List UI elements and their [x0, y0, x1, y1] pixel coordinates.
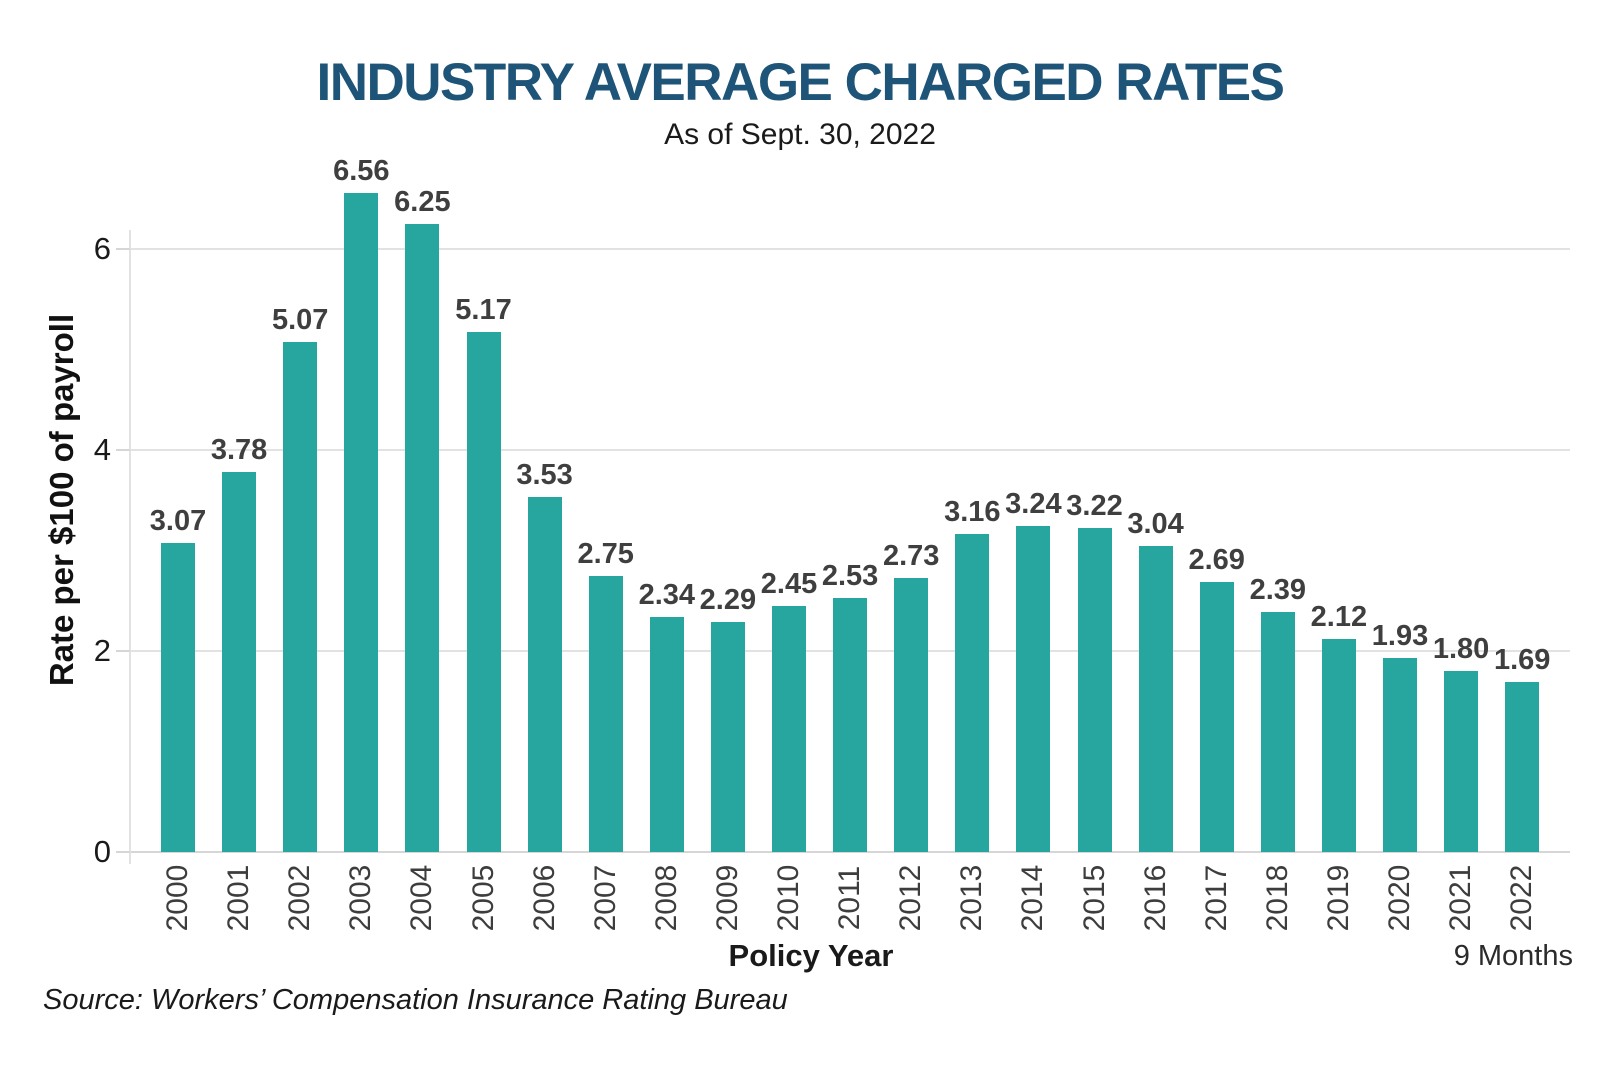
bar-2019 [1321, 638, 1356, 852]
x-tick-label-2008: 2008 [649, 864, 683, 932]
bar-2015 [1077, 528, 1112, 852]
x-tick-label-2020: 2020 [1383, 864, 1416, 932]
bar-value-label-2015: 3.22 [1066, 490, 1123, 523]
x-axis-title: Policy Year [728, 938, 894, 973]
x-tick-label-2019: 2019 [1321, 864, 1355, 932]
bar-value-label-2021: 1.80 [1432, 633, 1490, 666]
y-tick-4 [116, 449, 130, 451]
bar-2010 [772, 605, 806, 852]
x-tick-label-2002: 2002 [283, 864, 317, 932]
bar-value-label-2004: 6.25 [394, 185, 451, 218]
bar-value-label-2009: 2.29 [699, 583, 757, 616]
bar-value-label-2006: 3.53 [516, 459, 573, 492]
bar-value-label-2012: 2.73 [882, 539, 940, 572]
bar-value-label-2013: 3.16 [944, 496, 1001, 529]
bar-value-label-2001: 3.78 [210, 434, 268, 467]
y-tick-label-2: 2 [93, 633, 111, 668]
bar-value-label-2008: 2.34 [638, 578, 696, 611]
bar-2017 [1199, 581, 1234, 852]
y-tick-label-6: 6 [93, 231, 111, 266]
x-axis-line [131, 851, 1570, 853]
chart-title: INDUSTRY AVERAGE CHARGED RATES [316, 53, 1286, 112]
bar-2000 [161, 543, 195, 852]
bar-value-label-2003: 6.56 [333, 154, 390, 187]
x-tick-label-2010: 2010 [772, 864, 805, 932]
bar-value-label-2011: 2.53 [821, 559, 879, 592]
x-tick-label-2007: 2007 [588, 864, 622, 932]
bar-2004 [405, 223, 440, 852]
x-tick-label-2001: 2001 [222, 864, 256, 932]
x-tick-label-2018: 2018 [1260, 864, 1294, 932]
chart-subtitle: As of Sept. 30, 2022 [664, 118, 936, 151]
bar-2001 [222, 472, 257, 852]
x-tick-label-2022: 2022 [1505, 864, 1539, 932]
bar-2009 [710, 621, 745, 852]
x-tick-label-2015: 2015 [1077, 864, 1111, 932]
bar-2011 [833, 597, 868, 852]
bar-2021 [1444, 671, 1479, 852]
bar-value-label-2002: 5.07 [271, 304, 329, 337]
nine-months-annotation: 9 Months [1453, 940, 1573, 972]
gridline-6 [131, 248, 1570, 250]
bar-2022 [1505, 682, 1540, 852]
bar-value-label-2022: 1.69 [1493, 644, 1551, 677]
bar-value-label-2016: 3.04 [1127, 508, 1184, 541]
y-tick-2 [116, 650, 130, 652]
bar-value-label-2020: 1.93 [1371, 620, 1429, 653]
plot-area: 0 2 4 6 3.07 2000 3.78 2001 5.07 2002 6.56 2003 6.25… [94, 155, 1570, 931]
y-tick-label-4: 4 [93, 432, 111, 467]
bar-2012 [894, 577, 929, 852]
y-tick-label-0: 0 [93, 834, 111, 869]
bar-2005 [466, 332, 501, 852]
x-tick-label-2016: 2016 [1138, 864, 1172, 932]
bar-value-label-2000: 3.07 [149, 505, 207, 538]
bar-2014 [1016, 526, 1051, 852]
bar-value-label-2014: 3.24 [1005, 488, 1062, 521]
bar-2013 [955, 534, 990, 852]
x-tick-label-2005: 2005 [466, 864, 500, 932]
bar-value-label-2005: 5.17 [455, 294, 512, 327]
y-tick-6 [116, 248, 130, 250]
x-tick-label-2011: 2011 [833, 865, 867, 931]
y-axis-title: Rate per $100 of payroll [43, 313, 80, 687]
bar-value-label-2019: 2.12 [1310, 600, 1368, 633]
bar-2007 [588, 575, 623, 852]
bar-value-label-2017: 2.69 [1188, 543, 1245, 576]
bar-2016 [1138, 546, 1173, 852]
bar-value-label-2010: 2.45 [760, 567, 818, 600]
x-tick-label-2013: 2013 [955, 864, 989, 932]
bar-2020 [1383, 658, 1417, 852]
source-note: Source: Workers’ Compensation Insurance … [43, 984, 788, 1016]
x-tick-label-2004: 2004 [405, 864, 439, 932]
bar-2003 [344, 192, 379, 852]
y-axis-line [129, 230, 131, 864]
bar-value-label-2018: 2.39 [1249, 573, 1307, 606]
x-tick-label-2009: 2009 [710, 864, 744, 932]
gridline-4 [131, 449, 1570, 451]
x-tick-label-2006: 2006 [527, 864, 561, 932]
bar-2002 [283, 342, 318, 852]
x-tick-label-2017: 2017 [1199, 864, 1233, 932]
x-tick-label-2021: 2021 [1444, 864, 1478, 932]
y-tick-0 [116, 851, 130, 853]
bar-2008 [649, 616, 684, 852]
bar-value-label-2007: 2.75 [577, 537, 634, 570]
bar-2018 [1260, 611, 1295, 852]
x-tick-label-2000: 2000 [161, 864, 194, 932]
x-tick-label-2012: 2012 [894, 864, 928, 932]
x-tick-label-2014: 2014 [1016, 864, 1050, 932]
bar-2006 [527, 497, 562, 852]
x-tick-label-2003: 2003 [344, 864, 378, 932]
